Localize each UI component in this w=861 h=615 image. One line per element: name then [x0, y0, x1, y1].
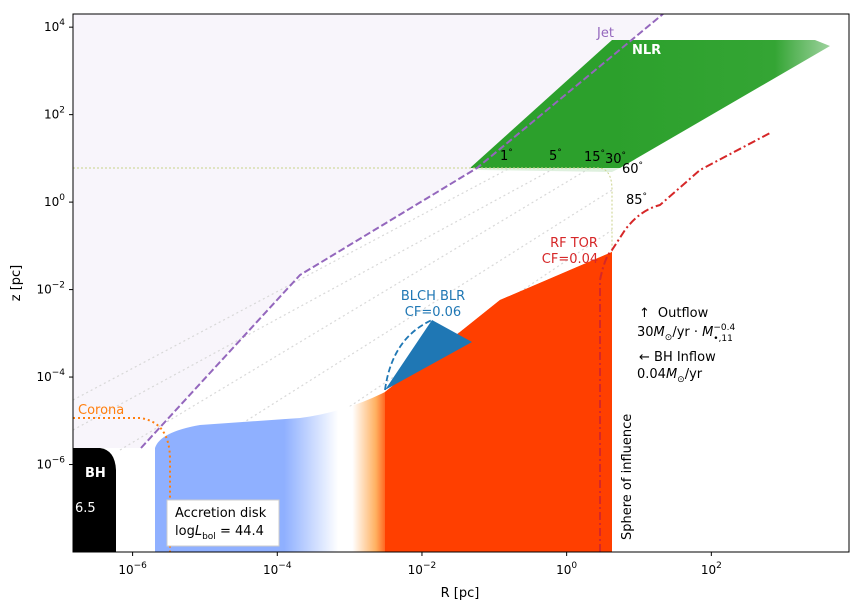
inflow-rate: 0.04M⊙/yr — [637, 367, 703, 385]
nlr-label: NLR — [632, 43, 661, 58]
x-tick-label: 10−6 — [118, 561, 147, 577]
angle-1: 1° — [500, 148, 513, 164]
sphere-label: Sphere of influence — [620, 414, 635, 540]
disk-label-line2: logLbol = 44.4 — [175, 524, 264, 542]
nlr-base — [470, 168, 620, 172]
y-axis-ticks: 10−6 10−4 10−2 100 102 104 — [36, 18, 73, 472]
cone-interior — [141, 168, 612, 448]
blr-cf: CF=0.06 — [405, 305, 461, 320]
corona-label: Corona — [78, 403, 124, 418]
nlr-region — [470, 40, 830, 168]
angle-15: 15° — [584, 149, 605, 165]
x-axis-label: R [pc] — [441, 586, 480, 601]
x-tick-label: 10−4 — [263, 561, 292, 577]
torus-title: RF TOR — [550, 236, 598, 251]
disk-label-box — [166, 499, 280, 547]
torus-outflow-line — [599, 132, 771, 552]
jet-label: Jet — [596, 26, 614, 41]
disk-label-line1: Accretion disk — [175, 506, 267, 521]
outflow-label: ↑ Outflow — [639, 306, 709, 321]
axes-frame — [72, 13, 850, 553]
bh-label: BH — [85, 466, 106, 481]
blr-boundary — [384, 319, 433, 391]
y-tick-label: 10−4 — [36, 368, 65, 384]
outflow-rate: 30M⊙/yr · M−0.4 •,11 — [637, 323, 735, 344]
jet-region-lower — [73, 168, 477, 448]
y-tick-label: 104 — [44, 18, 65, 34]
x-tick-label: 10−2 — [408, 561, 437, 577]
x-axis-ticks: 10−6 10−4 10−2 100 102 — [118, 552, 722, 577]
angle-85: 85° — [626, 192, 647, 208]
x-tick-label: 102 — [701, 561, 722, 577]
y-tick-label: 10−6 — [36, 456, 65, 472]
inflow-label: ← BH Inflow — [639, 350, 716, 365]
y-tick-label: 10−2 — [36, 281, 65, 297]
bh-mass-label: = 6.5 — [60, 501, 96, 516]
angle-5: 5° — [549, 148, 562, 164]
jet-line — [140, 14, 664, 449]
y-axis-label: z [pc] — [9, 265, 24, 302]
angle-30: 30° — [605, 151, 626, 167]
angle-lines — [73, 167, 613, 451]
angle-labels: 1° 5° 15° 30° 60° 85° — [500, 148, 647, 208]
blr-title: BLCH BLR — [401, 289, 465, 304]
torus — [385, 252, 612, 552]
y-tick-label: 100 — [44, 193, 65, 209]
angle-60: 60° — [622, 161, 643, 177]
y-tick-label: 102 — [44, 106, 65, 122]
x-tick-label: 100 — [556, 561, 577, 577]
flow-annotation: ↑ Outflow 30M⊙/yr · M−0.4 •,11 ← BH Inflow… — [637, 306, 735, 385]
black-hole — [73, 448, 116, 552]
blr-region — [385, 320, 472, 390]
torus-cf: CF=0.04 — [542, 252, 598, 267]
